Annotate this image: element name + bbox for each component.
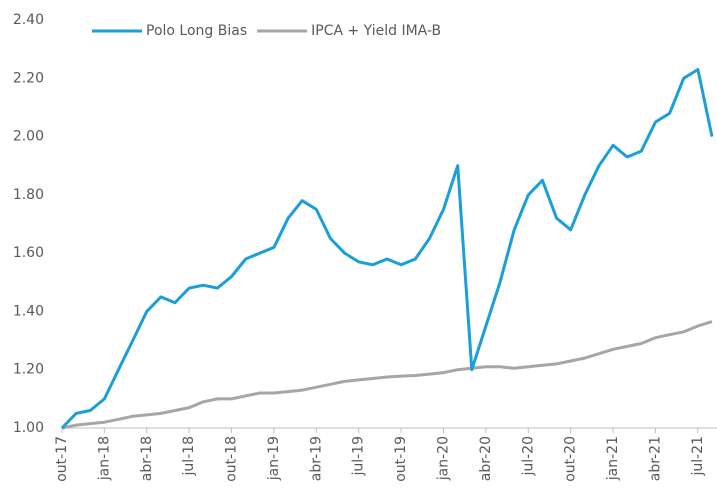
y-tick-label: 2.00 — [13, 129, 44, 145]
x-tick-label: jan-19 — [266, 436, 282, 481]
x-tick-label: out-20 — [563, 436, 579, 482]
y-tick-label: 2.40 — [13, 12, 44, 28]
x-tick-label: abr-20 — [478, 436, 494, 481]
legend-label: Polo Long Bias — [146, 23, 247, 39]
x-tick-label: out-17 — [54, 436, 70, 482]
x-tick-label: out-18 — [224, 436, 240, 482]
series-line — [60, 68, 714, 430]
x-tick-label: jan-18 — [96, 436, 112, 481]
x-tick-label: abr-19 — [308, 436, 324, 481]
x-tick-label: abr-18 — [139, 436, 155, 481]
x-tick-label: jan-21 — [605, 436, 621, 481]
x-tick-label: jul-18 — [181, 436, 197, 477]
y-tick-label: 1.00 — [13, 420, 44, 436]
y-tick-label: 1.60 — [13, 245, 44, 261]
series-line — [61, 320, 713, 430]
legend-label: IPCA + Yield IMA-B — [311, 23, 441, 39]
y-tick-label: 1.40 — [13, 303, 44, 319]
x-tick-label: jul-19 — [351, 436, 367, 477]
y-tick-label: 1.20 — [13, 362, 44, 378]
x-tick-label: jan-20 — [436, 436, 452, 481]
x-tick-label: out-19 — [393, 436, 409, 482]
x-tick-label: abr-21 — [647, 436, 663, 481]
x-tick-label: jul-20 — [520, 436, 536, 477]
y-tick-label: 1.80 — [13, 187, 44, 203]
y-tick-label: 2.20 — [13, 70, 44, 86]
x-tick-label: jul-21 — [690, 436, 706, 477]
